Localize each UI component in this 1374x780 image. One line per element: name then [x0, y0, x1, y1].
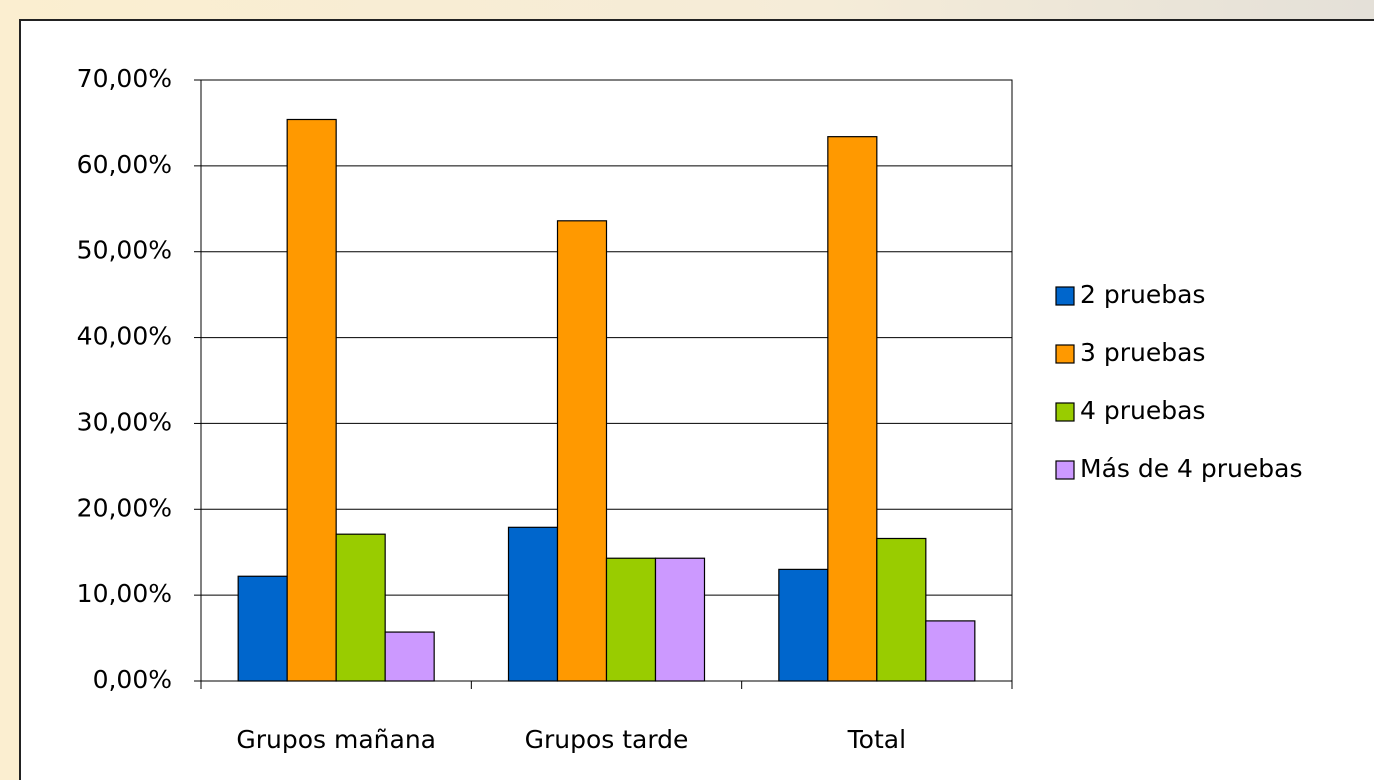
plot-area — [200, 79, 1013, 682]
y-tick-label: 50,00% — [77, 236, 172, 265]
y-tick-label: 40,00% — [77, 322, 172, 351]
bar — [286, 118, 337, 682]
y-tick-label: 20,00% — [77, 493, 172, 522]
y-tick-label: 0,00% — [93, 665, 172, 694]
bar — [654, 557, 706, 682]
legend-swatch — [1055, 460, 1075, 480]
bar — [605, 557, 657, 682]
bar — [778, 568, 829, 682]
x-tick-label: Total — [847, 725, 906, 754]
bar — [876, 537, 927, 682]
legend-label: Más de 4 pruebas — [1080, 454, 1303, 483]
legend-label: 3 pruebas — [1080, 338, 1205, 367]
x-tick-label: Grupos mañana — [236, 725, 436, 754]
legend-label: 2 pruebas — [1080, 280, 1205, 309]
y-tick-label: 70,00% — [77, 64, 172, 93]
bar — [384, 631, 435, 682]
bar — [237, 575, 288, 682]
bar — [335, 533, 386, 682]
y-tick-label: 60,00% — [77, 150, 172, 179]
x-tick-label: Grupos tarde — [525, 725, 689, 754]
legend-swatch — [1055, 344, 1075, 364]
legend-label: 4 pruebas — [1080, 396, 1205, 425]
y-tick-label: 30,00% — [77, 407, 172, 436]
bar — [507, 526, 559, 682]
bar — [827, 136, 878, 682]
bar — [556, 220, 608, 682]
legend-swatch — [1055, 402, 1075, 422]
legend-swatch — [1055, 286, 1075, 306]
bar — [925, 620, 976, 682]
y-tick-label: 10,00% — [77, 579, 172, 608]
